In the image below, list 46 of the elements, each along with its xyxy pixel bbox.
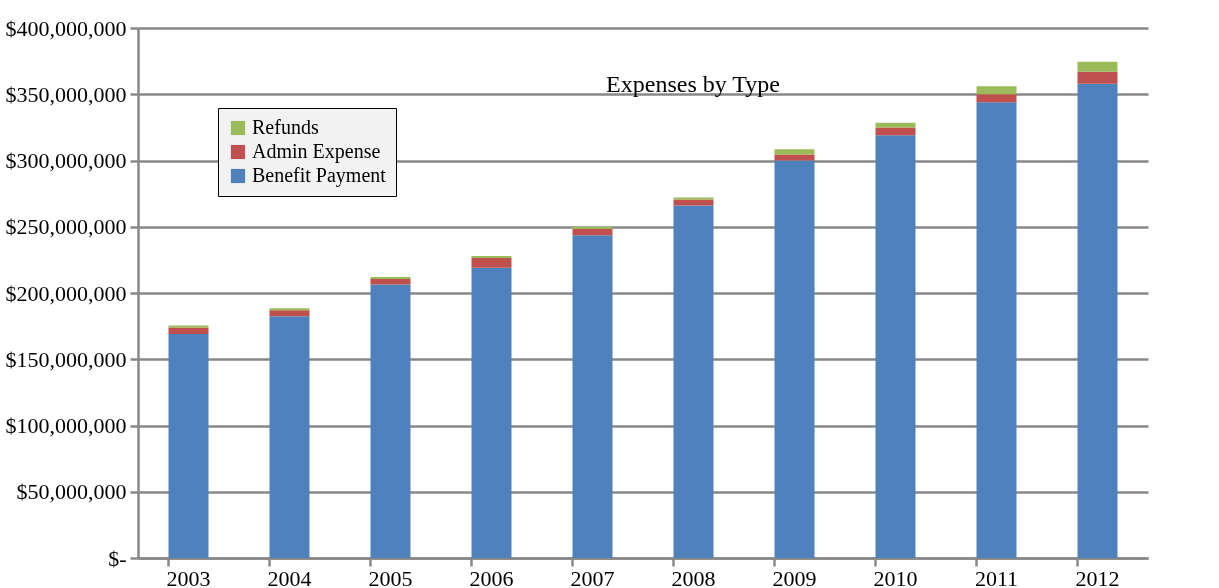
- bar: [875, 135, 916, 558]
- bar: [572, 228, 613, 236]
- bar: [673, 199, 714, 206]
- y-tick-label: $200,000,000: [5, 280, 127, 306]
- bar: [370, 279, 411, 285]
- bar: [1077, 71, 1118, 84]
- x-tick-label: 2005: [368, 565, 413, 588]
- bar: [1077, 83, 1118, 558]
- bar: [269, 310, 310, 317]
- y-tick-label: $-: [108, 545, 127, 571]
- x-tick-label: 2009: [772, 565, 817, 588]
- legend-label: Benefit Payment: [252, 164, 387, 187]
- x-tick-label: 2010: [873, 565, 918, 588]
- text: Expenses by Type: [606, 71, 780, 97]
- bar: [471, 267, 512, 558]
- x-tick-label: 2012: [1075, 565, 1120, 588]
- y-tick-label: $400,000,000: [5, 15, 127, 41]
- bar: [269, 316, 310, 558]
- legend-label: Admin Expense: [252, 140, 381, 163]
- bar: [875, 127, 916, 136]
- x-tick-label: 2003: [166, 565, 211, 588]
- x-tick-label: 2008: [671, 565, 716, 588]
- bar: [572, 235, 613, 558]
- legend-label: Refunds: [252, 116, 319, 138]
- x-tick-label: 2011: [974, 565, 1019, 588]
- y-tick-label: $300,000,000: [5, 148, 127, 173]
- bar: [471, 257, 512, 268]
- y-tick-label: $50,000,000: [16, 479, 127, 505]
- bar: [976, 86, 1017, 95]
- bar: [774, 154, 815, 161]
- bar: [774, 160, 815, 558]
- bar: [976, 94, 1017, 103]
- y-tick-label: $250,000,000: [5, 214, 127, 240]
- y-tick-label: $100,000,000: [5, 413, 127, 438]
- bar: [976, 102, 1017, 558]
- bar: [370, 284, 411, 558]
- x-tick-label: 2006: [469, 565, 514, 588]
- x-tick-label: 2007: [570, 565, 615, 588]
- bar: [673, 205, 714, 558]
- y-tick-label: $150,000,000: [5, 346, 127, 372]
- bar: [168, 334, 209, 558]
- x-tick-label: 2004: [267, 565, 312, 588]
- bar: [1077, 61, 1118, 72]
- bar: [168, 327, 209, 335]
- y-tick-label: $350,000,000: [5, 81, 127, 107]
- bar: [774, 149, 815, 155]
